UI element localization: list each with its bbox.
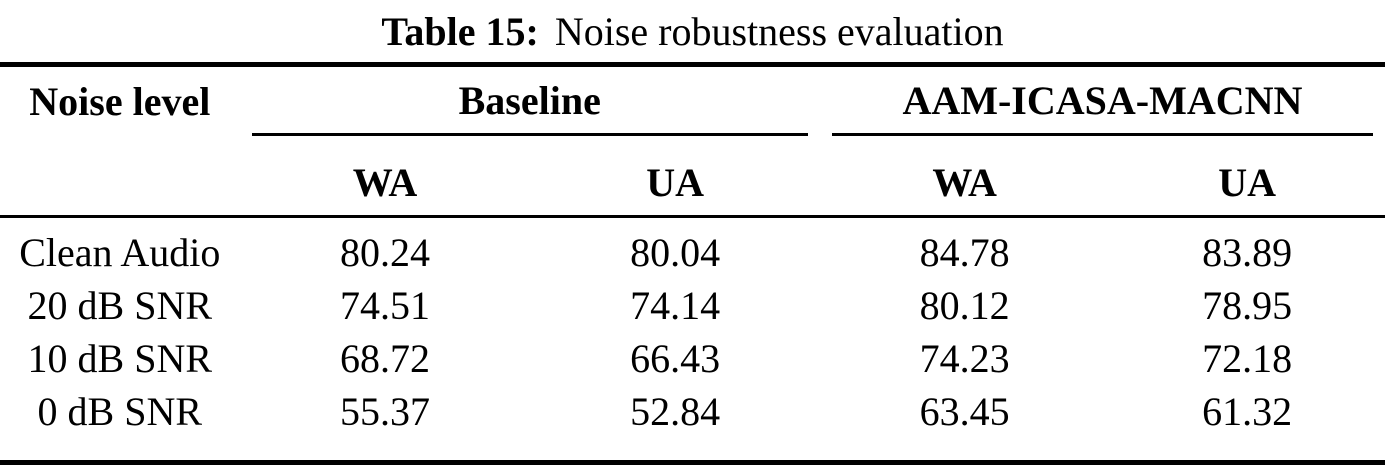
bottom-gap: [0, 438, 1385, 460]
cell-baseline-wa: 55.37: [340, 389, 431, 434]
table-row-0db-snr: 0 dB SNR 55.37 52.84 63.45 61.32: [0, 385, 1385, 438]
cell-baseline-wa: 68.72: [340, 336, 431, 381]
cell-aam-ua: 61.32: [1202, 389, 1293, 434]
group-header-aam-icasa-macnn: AAM-ICASA-MACNN: [820, 67, 1385, 136]
subcolumn-header-baseline-wa: WA: [352, 160, 418, 205]
cell-baseline-ua: 52.84: [630, 389, 721, 434]
baseline-underline-rule: [251, 133, 808, 136]
header-row-subcolumns: WA UA WA UA: [0, 136, 1385, 215]
aam-icasa-macnn-underline-rule: [831, 133, 1373, 136]
cell-baseline-ua: 66.43: [630, 336, 721, 381]
cell-aam-ua: 78.95: [1202, 283, 1293, 328]
bottom-rule: [0, 460, 1385, 465]
cell-aam-wa: 84.78: [919, 230, 1010, 275]
group-header-baseline: Baseline: [240, 67, 820, 136]
table-row-10db-snr: 10 dB SNR 68.72 66.43 74.23 72.18: [0, 332, 1385, 385]
table-caption-text: Noise robustness evaluation: [554, 8, 1004, 54]
cell-aam-ua: 72.18: [1202, 336, 1293, 381]
table-caption: Table 15: Noise robustness evaluation: [0, 0, 1385, 62]
header-row-groups: Noise level Baseline AAM-ICASA-MACNN: [0, 67, 1385, 136]
row-label: 10 dB SNR: [27, 336, 213, 381]
subcolumn-header-aam-ua: UA: [1218, 160, 1277, 205]
cell-aam-ua: 83.89: [1202, 230, 1293, 275]
row-label: Clean Audio: [19, 230, 221, 275]
table-caption-label: Table 15:: [381, 8, 539, 54]
cell-baseline-wa: 74.51: [340, 283, 431, 328]
table-row-20db-snr: 20 dB SNR 74.51 74.14 80.12 78.95: [0, 279, 1385, 332]
subcolumn-header-baseline-ua: UA: [646, 160, 705, 205]
group-header-aam-icasa-macnn-label: AAM-ICASA-MACNN: [902, 77, 1303, 123]
column-header-noise-level: Noise level: [29, 79, 211, 124]
cell-baseline-wa: 80.24: [340, 230, 431, 275]
group-header-baseline-label: Baseline: [458, 77, 601, 123]
subcolumn-header-aam-wa: WA: [932, 160, 997, 205]
cell-aam-wa: 63.45: [919, 389, 1010, 434]
row-label: 0 dB SNR: [37, 389, 203, 434]
top-rule: [0, 62, 1385, 67]
cell-aam-wa: 74.23: [919, 336, 1010, 381]
table-body: Clean Audio 80.24 80.04 84.78 83.89 20 d…: [0, 218, 1385, 438]
cell-baseline-ua: 80.04: [630, 230, 721, 275]
cell-aam-wa: 80.12: [919, 283, 1010, 328]
mid-rule: [0, 215, 1385, 218]
subcolumn-header-empty: [0, 136, 240, 215]
table-row-clean-audio: Clean Audio 80.24 80.04 84.78 83.89: [0, 226, 1385, 279]
row-label: 20 dB SNR: [27, 283, 213, 328]
cell-baseline-ua: 74.14: [630, 283, 721, 328]
